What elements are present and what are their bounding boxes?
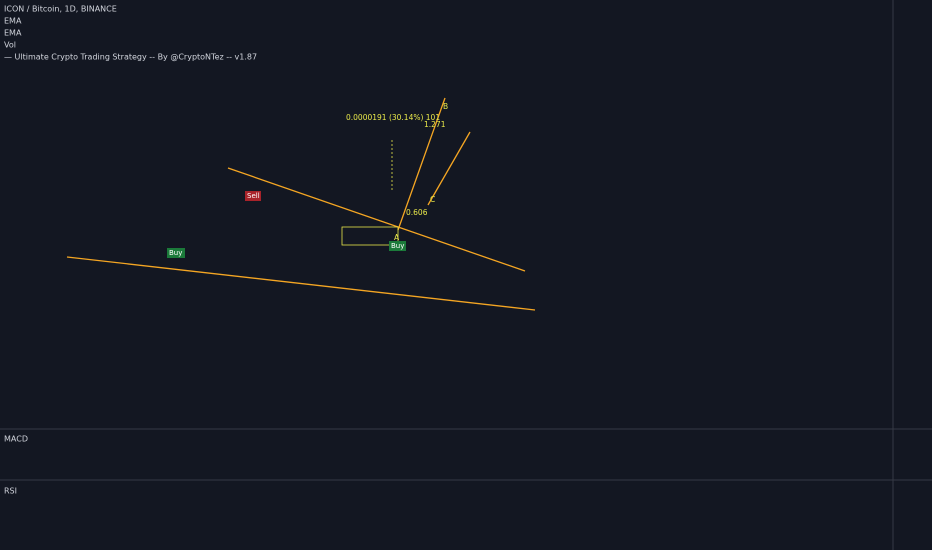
annotations: 0.0000191 (30.14%) 101 1.271 B C A 0.606 [346, 102, 448, 242]
signals: Buy Sell Buy [167, 191, 406, 258]
annotation: A [394, 233, 400, 242]
pane-title: MACD [4, 435, 28, 444]
title: ICON / Bitcoin, 1D, BINANCE [4, 5, 117, 14]
annotation: 1.271 [424, 120, 446, 129]
indicator-name: EMA [4, 17, 22, 26]
indicator-name: — Ultimate Crypto Trading Strategy -- By… [4, 53, 257, 62]
trend-line [66, 256, 536, 311]
signal-box [245, 191, 261, 201]
signal-box [389, 241, 406, 251]
channel-line [397, 97, 446, 231]
header: ICON / Bitcoin, 1D, BINANCE EMA EMA Vol … [4, 5, 257, 496]
signal-box [167, 248, 185, 258]
annotation: B [443, 102, 448, 111]
trend-line [227, 167, 526, 272]
annotation: 0.606 [406, 208, 428, 217]
annotation: C [430, 195, 435, 204]
annotation: 0.0000191 (30.14%) 101 [346, 113, 440, 122]
signal-label: Sell [247, 192, 260, 200]
signal-label: Buy [391, 242, 404, 250]
indicator-name: EMA [4, 29, 22, 38]
indicator-name: Vol [4, 41, 16, 50]
channel-line [427, 131, 471, 206]
pane-title: RSI [4, 487, 17, 496]
signal-label: Buy [169, 249, 182, 257]
range-box [341, 226, 399, 246]
drawings [66, 97, 536, 311]
